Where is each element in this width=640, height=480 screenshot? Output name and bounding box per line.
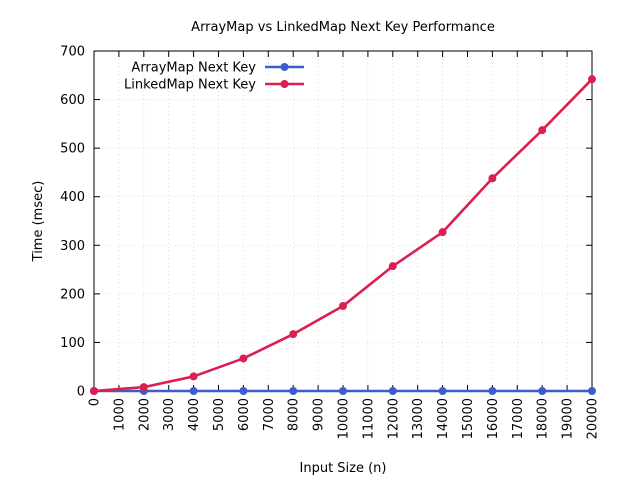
grid: [94, 51, 592, 391]
legend-label: LinkedMap Next Key: [124, 78, 256, 93]
x-tick-label: 19000: [561, 398, 576, 439]
data-point: [289, 387, 298, 395]
x-tick-label: 7000: [262, 398, 277, 431]
x-tick-label: 15000: [461, 398, 476, 439]
x-tick-label: 13000: [411, 398, 426, 439]
legend: ArrayMap Next Key LinkedMap Next Key: [124, 61, 304, 93]
data-point: [438, 228, 447, 237]
data-point: [588, 387, 596, 395]
data-point: [189, 387, 198, 395]
y-axis-title: Time (msec): [31, 181, 46, 263]
chart-title: ArrayMap vs LinkedMap Next Key Performan…: [191, 20, 495, 35]
legend-swatch-marker: [280, 63, 289, 71]
x-tick-label: 6000: [237, 398, 252, 431]
data-point: [488, 174, 497, 183]
x-tick-label: 17000: [511, 398, 526, 439]
series-group: [90, 75, 596, 395]
x-tick-label: 0: [88, 398, 103, 406]
data-point: [239, 354, 248, 363]
x-tick-label: 14000: [436, 398, 451, 439]
y-tick-label: 500: [60, 142, 85, 157]
y-tick-label: 600: [60, 93, 85, 108]
data-point: [388, 262, 397, 271]
x-tick-label: 9000: [312, 398, 327, 431]
data-point: [488, 387, 497, 395]
x-tick-label: 3000: [162, 398, 177, 431]
x-tick-label: 16000: [486, 398, 501, 439]
x-tick-label: 12000: [386, 398, 401, 439]
legend-label: ArrayMap Next Key: [131, 61, 256, 76]
x-tick-label: 18000: [536, 398, 551, 439]
x-tick-label: 10000: [337, 398, 352, 439]
y-tick-label: 400: [60, 190, 85, 205]
x-tick-label: 11000: [361, 398, 376, 439]
data-point: [189, 372, 198, 381]
y-tick-label: 100: [60, 336, 85, 351]
data-point: [339, 302, 347, 310]
data-point: [239, 387, 248, 395]
data-point: [438, 387, 447, 395]
data-point: [388, 387, 397, 395]
data-point: [90, 387, 98, 395]
data-point: [588, 75, 596, 84]
x-tick-label: 1000: [112, 398, 127, 431]
legend-swatch-marker: [280, 80, 289, 88]
data-point: [139, 383, 148, 392]
x-tick-label: 20000: [586, 398, 601, 439]
y-tick-label: 700: [60, 45, 85, 60]
series-group: [90, 387, 596, 395]
y-tick-label: 300: [60, 239, 85, 254]
data-point: [538, 126, 547, 135]
data-point: [538, 387, 547, 395]
x-tick-label: 5000: [212, 398, 227, 431]
y-tick-label: 200: [60, 287, 85, 302]
x-axis-title: Input Size (n): [300, 461, 387, 476]
y-tick-label: 0: [77, 385, 85, 400]
series-layer: [90, 75, 596, 395]
data-point: [289, 330, 298, 339]
x-tick-label: 8000: [287, 398, 302, 431]
x-tick-label: 2000: [137, 398, 152, 431]
x-tick-label: 4000: [187, 398, 202, 431]
data-point: [339, 387, 347, 395]
